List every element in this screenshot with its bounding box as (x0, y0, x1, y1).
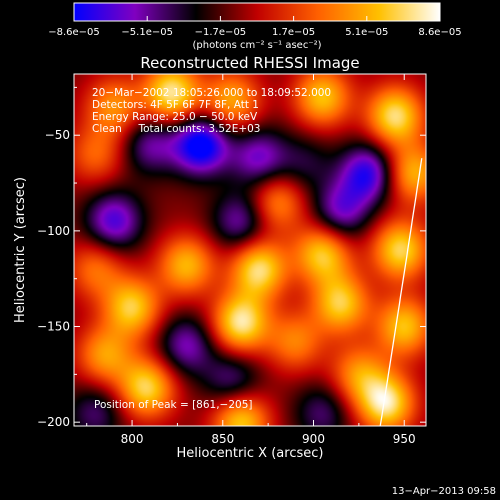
x-axis-ticks: 800 850 900 950 (86, 74, 416, 446)
y-tick-label: −150 (37, 320, 70, 334)
colorbar-tick-label: −8.6e−05 (48, 27, 100, 38)
chart-title: Reconstructed RHESSI Image (140, 54, 359, 72)
colorbar-tick-label: 8.6e−05 (418, 27, 461, 38)
annotation-time: 20−Mar−2002 18:05:26.000 to 18:09:52.000 (92, 87, 331, 99)
colorbar-tick-label: −1.7e−05 (195, 27, 247, 38)
peak-position-label: Position of Peak = [861,−205] (94, 399, 253, 411)
y-tick-label: −200 (37, 415, 70, 429)
x-tick-label: 900 (302, 432, 325, 446)
colorbar-tick-labels: −8.6e−05 −5.1e−05 −1.7e−05 1.7e−05 5.1e−05 8.… (48, 27, 461, 38)
heatmap-image (74, 74, 426, 426)
colorbar (73, 2, 441, 22)
colorbar-ticks (73, 16, 441, 21)
x-tick-label: 950 (393, 432, 416, 446)
y-tick-label: −50 (45, 128, 70, 142)
y-axis-label: Heliocentric Y (arcsec) (13, 177, 28, 323)
x-tick-label: 850 (211, 432, 234, 446)
colorbar-unit-label: (photons cm⁻² s⁻¹ asec⁻²) (192, 40, 321, 51)
colorbar-tick-label: 1.7e−05 (272, 27, 315, 38)
plot-frame (73, 73, 427, 427)
annotation-detectors: Detectors: 4F 5F 6F 7F 8F, Att 1 (92, 99, 259, 111)
y-tick-label: −100 (37, 224, 70, 238)
annotation-energy: Energy Range: 25.0 − 50.0 keV (92, 111, 258, 123)
annotation-clean: Clean Total counts: 3.52E+03 (92, 123, 261, 135)
colorbar-tick-label: 5.1e−05 (345, 27, 388, 38)
solar-limb (379, 158, 423, 426)
timestamp: 13−Apr−2013 09:58 (392, 486, 496, 497)
y-axis-ticks: −200 −150 −100 −50 (37, 86, 426, 429)
x-axis-label: Heliocentric X (arcsec) (177, 446, 324, 461)
colorbar-tick-label: −5.1e−05 (121, 27, 173, 38)
x-tick-label: 800 (121, 432, 144, 446)
